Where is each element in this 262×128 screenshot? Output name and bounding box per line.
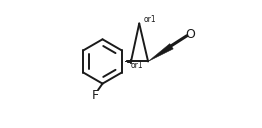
Text: or1: or1 xyxy=(144,15,156,24)
Text: or1: or1 xyxy=(130,61,143,70)
Polygon shape xyxy=(148,44,173,61)
Text: F: F xyxy=(92,89,99,102)
Text: O: O xyxy=(185,28,195,41)
